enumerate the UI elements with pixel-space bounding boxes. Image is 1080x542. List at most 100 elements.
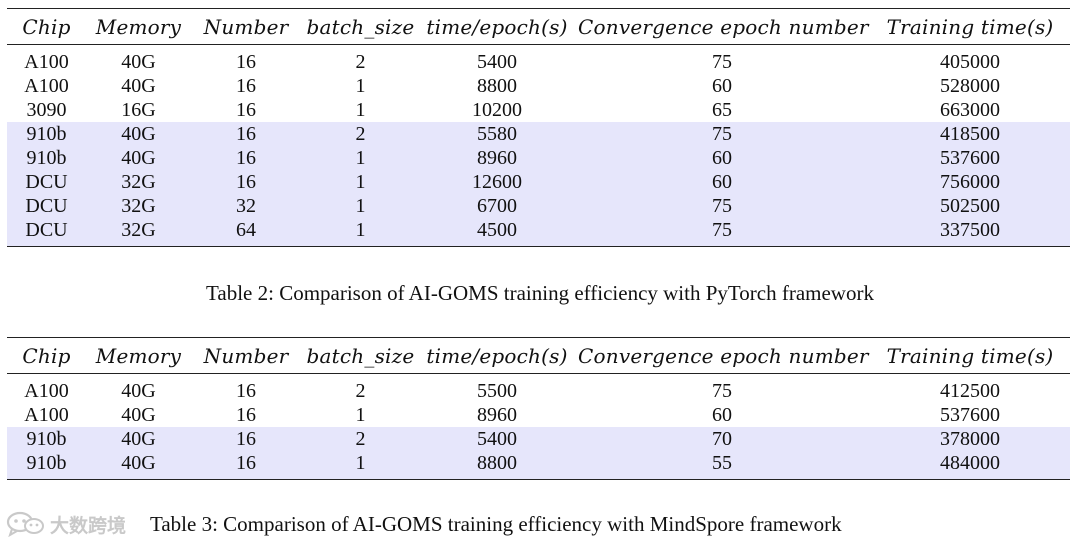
cell-number: 16 <box>236 75 256 97</box>
cell-time-per-epoch: 8960 <box>477 404 517 426</box>
table-caption-2: Table 2: Comparison of AI-GOMS training … <box>206 281 874 305</box>
cell-batch-size: 1 <box>301 194 420 218</box>
table-mindspore: Chip Memory Number batch_size time/epoch… <box>7 337 1070 480</box>
table-row: A100 40G 16 1 8960 60 537600 <box>7 403 1070 427</box>
cell-batch-size: 1 <box>301 170 420 194</box>
col-header-batch-size: batch_size <box>301 8 420 45</box>
cell-batch-size: 1 <box>301 146 420 170</box>
cell-chip: 910b <box>7 451 86 480</box>
cell-training-time: 663000 <box>940 99 1000 121</box>
cell-batch-size: 2 <box>301 122 420 146</box>
cell-training-time: 537600 <box>870 146 1070 170</box>
cell-convergence-epoch: 75 <box>712 51 732 73</box>
cell-batch-size: 1 <box>355 75 366 97</box>
cell-convergence-epoch: 75 <box>574 218 870 247</box>
col-header-chip: Chip <box>7 337 86 374</box>
cell-time-per-epoch: 5500 <box>477 380 517 402</box>
cell-time-per-epoch: 10200 <box>472 99 522 121</box>
col-header-convergence-epoch: Convergence epoch number <box>574 337 870 374</box>
cell-chip: DCU <box>7 170 86 194</box>
cell-chip: 910b <box>7 122 86 146</box>
cell-chip: A100 <box>24 51 69 73</box>
cell-convergence-epoch: 60 <box>574 146 870 170</box>
col-header-number: Number <box>191 8 301 45</box>
col-header-chip: Chip <box>7 8 86 45</box>
cell-number: 32 <box>191 194 301 218</box>
cell-number: 16 <box>191 427 301 451</box>
cell-training-time: 412500 <box>940 380 1000 402</box>
cell-batch-size: 2 <box>355 380 366 402</box>
cell-convergence-epoch: 75 <box>574 194 870 218</box>
col-header-memory: Memory <box>86 8 191 45</box>
cell-number: 16 <box>191 451 301 480</box>
cell-chip: DCU <box>7 218 86 247</box>
cell-convergence-epoch: 75 <box>712 380 732 402</box>
col-header-batch-size: batch_size <box>301 337 420 374</box>
cell-memory: 40G <box>121 404 156 426</box>
cell-time-per-epoch: 12600 <box>420 170 574 194</box>
cell-convergence-epoch: 60 <box>712 75 732 97</box>
cell-memory: 40G <box>86 146 191 170</box>
cell-number: 16 <box>236 51 256 73</box>
watermark-text: 大数跨境 <box>50 514 127 537</box>
wechat-logo-icon <box>6 511 46 537</box>
cell-time-per-epoch: 5580 <box>420 122 574 146</box>
cell-memory: 40G <box>121 51 156 73</box>
table-row: DCU 32G 64 1 4500 75 337500 <box>7 218 1070 247</box>
col-header-time-per-epoch: time/epoch(s) <box>420 8 574 45</box>
cell-memory: 40G <box>121 75 156 97</box>
cell-convergence-epoch: 60 <box>712 404 732 426</box>
table-pytorch: Chip Memory Number batch_size time/epoch… <box>7 8 1070 247</box>
table-row: A100 40G 16 2 5500 75 412500 <box>7 374 1070 404</box>
cell-number: 16 <box>236 380 256 402</box>
cell-training-time: 337500 <box>870 218 1070 247</box>
cell-chip: A100 <box>24 75 69 97</box>
table-row: A100 40G 16 1 8800 60 528000 <box>7 74 1070 98</box>
cell-memory: 40G <box>86 427 191 451</box>
cell-training-time: 484000 <box>870 451 1070 480</box>
cell-memory: 32G <box>86 194 191 218</box>
cell-training-time: 418500 <box>870 122 1070 146</box>
table-caption-3: Table 3: Comparison of AI-GOMS training … <box>150 512 842 536</box>
cell-batch-size: 1 <box>301 218 420 247</box>
col-header-number: Number <box>191 337 301 374</box>
cell-time-per-epoch: 4500 <box>420 218 574 247</box>
cell-training-time: 756000 <box>870 170 1070 194</box>
cell-batch-size: 1 <box>301 451 420 480</box>
table-row: 910b 40G 16 2 5400 70 378000 <box>7 427 1070 451</box>
table-row: 910b 40G 16 1 8960 60 537600 <box>7 146 1070 170</box>
cell-memory: 40G <box>86 122 191 146</box>
cell-memory: 32G <box>86 170 191 194</box>
cell-time-per-epoch: 8960 <box>420 146 574 170</box>
cell-memory: 16G <box>121 99 156 121</box>
cell-chip: DCU <box>7 194 86 218</box>
cell-chip: 3090 <box>26 99 67 121</box>
watermark: 大数跨境 <box>6 510 126 538</box>
table-row: A100 40G 16 2 5400 75 405000 <box>7 45 1070 75</box>
cell-batch-size: 1 <box>355 99 366 121</box>
cell-time-per-epoch: 8800 <box>420 451 574 480</box>
cell-training-time: 405000 <box>940 51 1000 73</box>
col-header-convergence-epoch: Convergence epoch number <box>574 8 870 45</box>
cell-chip: 910b <box>7 146 86 170</box>
cell-time-per-epoch: 5400 <box>420 427 574 451</box>
table-row: DCU 32G 32 1 6700 75 502500 <box>7 194 1070 218</box>
cell-training-time: 537600 <box>940 404 1000 426</box>
cell-memory: 40G <box>121 380 156 402</box>
cell-number: 16 <box>191 170 301 194</box>
cell-convergence-epoch: 70 <box>574 427 870 451</box>
cell-memory: 32G <box>86 218 191 247</box>
cell-memory: 40G <box>86 451 191 480</box>
col-header-time-per-epoch: time/epoch(s) <box>420 337 574 374</box>
cell-chip: A100 <box>24 404 69 426</box>
cell-number: 16 <box>236 404 256 426</box>
cell-chip: A100 <box>24 380 69 402</box>
cell-convergence-epoch: 65 <box>712 99 732 121</box>
col-header-training-time: Training time(s) <box>870 8 1070 45</box>
cell-number: 16 <box>236 99 256 121</box>
table-row: 910b 40G 16 1 8800 55 484000 <box>7 451 1070 480</box>
cell-chip: 910b <box>7 427 86 451</box>
table-header-row: Chip Memory Number batch_size time/epoch… <box>7 337 1070 374</box>
table-row: 910b 40G 16 2 5580 75 418500 <box>7 122 1070 146</box>
cell-batch-size: 2 <box>301 427 420 451</box>
